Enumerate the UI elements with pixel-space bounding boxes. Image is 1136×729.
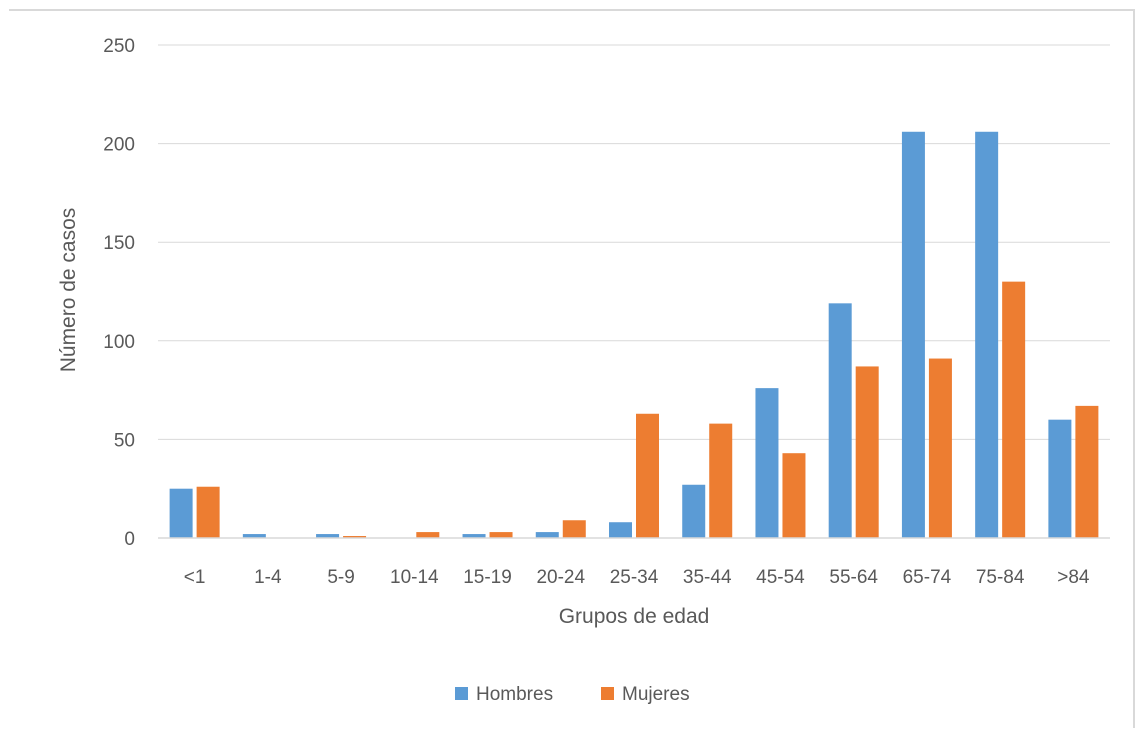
x-tick-label: >84 — [1057, 567, 1090, 588]
bar-hombres-7 — [682, 484, 706, 538]
bar-mujeres-10 — [928, 358, 952, 538]
bar-mujeres-6 — [636, 413, 659, 538]
x-axis-title: Grupos de edad — [559, 605, 710, 628]
legend-swatch-mujeres — [601, 687, 614, 700]
bar-mujeres-11 — [1002, 281, 1026, 538]
legend-swatch-hombres — [455, 687, 468, 700]
bar-hombres-12 — [1048, 419, 1072, 538]
bar-hombres-11 — [975, 131, 999, 538]
y-tick-label: 50 — [114, 430, 135, 451]
bar-hombres-10 — [901, 131, 925, 538]
x-tick-label: 25-34 — [610, 567, 659, 588]
chart-frame — [9, 9, 1135, 728]
gridlines — [158, 44, 1110, 440]
x-tick-label: 15-19 — [463, 567, 512, 588]
x-tick-label: 1-4 — [254, 567, 282, 588]
x-axis-ticks: <1 1-4 5-9 10-14 15-19 20-24 25-34 35-44 45-54 55… — [184, 567, 1090, 588]
legend: Hombres Mujeres — [455, 684, 690, 705]
y-tick-label: 0 — [124, 529, 135, 550]
bar-hombres-5 — [535, 532, 559, 538]
bar-mujeres-3 — [416, 532, 440, 538]
x-tick-label: 65-74 — [903, 567, 952, 588]
bar-mujeres-5 — [562, 520, 586, 538]
bars — [169, 131, 1099, 538]
bar-hombres-1 — [242, 534, 266, 538]
bar-mujeres-9 — [855, 366, 879, 538]
y-axis-ticks: 0 50 100 150 200 250 — [103, 36, 135, 550]
bar-mujeres-4 — [489, 532, 513, 538]
bar-mujeres-2 — [343, 536, 367, 538]
y-tick-label: 250 — [103, 36, 135, 57]
x-tick-label: 5-9 — [327, 567, 354, 588]
bar-hombres-2 — [316, 534, 340, 538]
legend-label-hombres: Hombres — [476, 684, 553, 705]
bar-hombres-0 — [169, 488, 193, 538]
legend-label-mujeres: Mujeres — [622, 684, 690, 705]
bar-mujeres-0 — [196, 486, 220, 538]
bar-hombres-6 — [609, 522, 632, 538]
y-tick-label: 150 — [103, 233, 135, 254]
y-tick-label: 100 — [103, 332, 135, 353]
y-tick-label: 200 — [103, 135, 135, 156]
bar-mujeres-7 — [709, 423, 733, 538]
x-tick-label: <1 — [184, 567, 206, 588]
x-tick-label: 35-44 — [683, 567, 732, 588]
bar-hombres-8 — [755, 388, 779, 538]
x-tick-label: 55-64 — [829, 567, 878, 588]
bar-hombres-4 — [462, 534, 486, 538]
x-tick-label: 75-84 — [976, 567, 1025, 588]
bar-mujeres-8 — [782, 453, 806, 538]
y-axis-title: Número de casos — [57, 208, 80, 373]
x-tick-label: 45-54 — [756, 567, 805, 588]
bar-hombres-9 — [828, 303, 852, 538]
x-tick-label: 20-24 — [536, 567, 585, 588]
bar-mujeres-12 — [1075, 405, 1099, 538]
x-tick-label: 10-14 — [390, 567, 439, 588]
